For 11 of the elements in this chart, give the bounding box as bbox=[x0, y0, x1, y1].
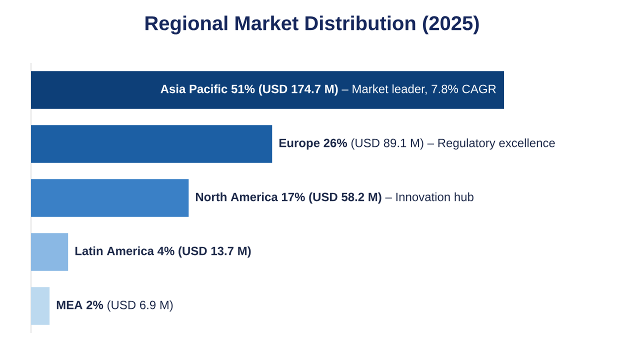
data-label: Europe 26% (USD 89.1 M) – Regulatory excellence bbox=[279, 138, 555, 150]
bar bbox=[31, 233, 68, 271]
data-label: Latin America 4% (USD 13.7 M) bbox=[75, 246, 251, 258]
data-label: MEA 2% (USD 6.9 M) bbox=[56, 300, 173, 312]
chart-title: Regional Market Distribution (2025) bbox=[146, 16, 479, 34]
bar bbox=[31, 287, 50, 325]
bar bbox=[31, 179, 189, 217]
bar bbox=[31, 71, 504, 109]
data-label: North America 17% (USD 58.2 M) – Innovation hub bbox=[196, 192, 474, 204]
data-label: Asia Pacific 51% (USD 174.7 M) – Market leader, 7.8% CAGR bbox=[160, 84, 496, 96]
bar bbox=[31, 125, 272, 163]
